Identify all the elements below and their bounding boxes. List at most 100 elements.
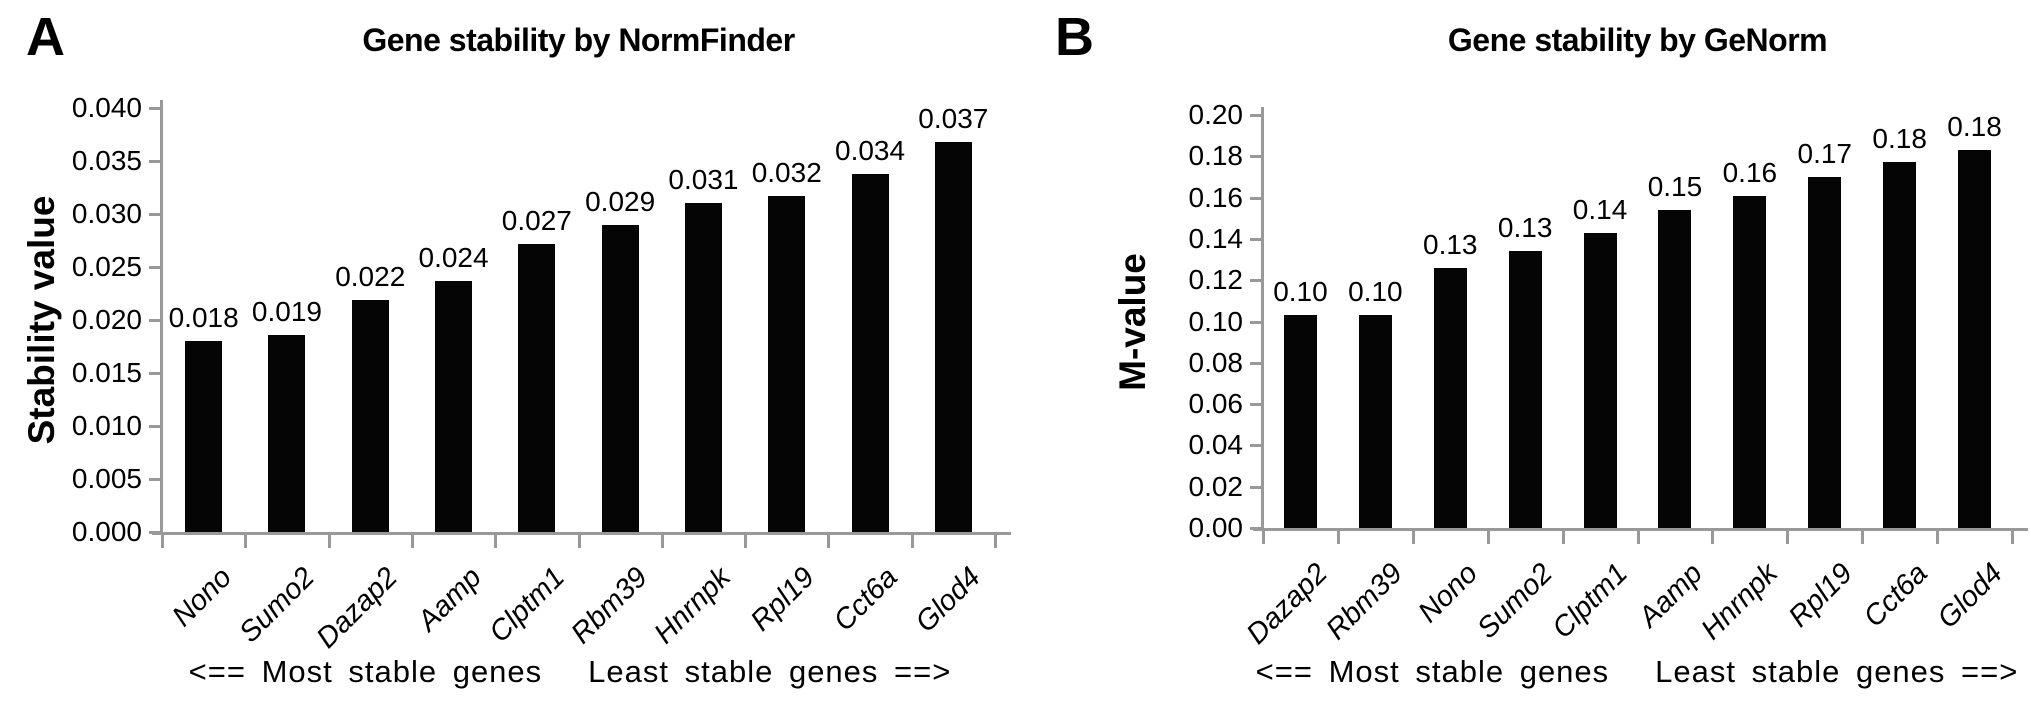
y-axis-tick-label: 0.14 <box>1188 222 1244 254</box>
x-axis-tick <box>1711 528 1715 544</box>
y-axis-tick <box>149 213 162 216</box>
bar-value-label: 0.018 <box>168 302 239 333</box>
y-axis-line <box>160 100 163 532</box>
y-axis-tick-label: 0.06 <box>1188 388 1244 420</box>
panel-b-letter: B <box>1055 7 1094 67</box>
chart-a-title: Gene stability by NormFinder <box>362 22 795 58</box>
bar <box>1359 315 1392 528</box>
bar-value-label: 0.024 <box>418 242 489 273</box>
y-axis-tick-label: 0.08 <box>1188 346 1244 378</box>
most-stable-genes-label: <== Most stable genes <box>1255 654 1610 689</box>
x-axis-tick <box>161 532 164 548</box>
y-axis-tick <box>1250 485 1263 489</box>
bar <box>685 203 722 532</box>
y-axis-tick-label: 0.020 <box>71 304 142 335</box>
y-axis-tick <box>1250 320 1263 324</box>
bar <box>1958 150 1991 528</box>
bar-value-label: 0.027 <box>501 205 572 236</box>
y-axis-tick-label: 0.00 <box>1188 512 1244 543</box>
x-axis-tick <box>910 532 914 548</box>
chart-b-x-axis-annotation: <== Most stable genes Least stable genes… <box>1187 654 2031 690</box>
y-axis-tick-label: 0.12 <box>1188 264 1244 296</box>
y-axis-tick <box>1250 403 1263 407</box>
chart-a-x-axis-annotation: <== Most stable genes Least stable genes… <box>120 654 1020 690</box>
x-axis-tick <box>494 532 498 548</box>
bar-value-label: 0.10 <box>1348 276 1403 307</box>
bar-value-label: 0.18 <box>1872 123 1927 154</box>
bar-value-label: 0.14 <box>1572 194 1628 225</box>
least-stable-genes-label: Least stable genes ==> <box>588 654 952 689</box>
bar <box>1284 315 1317 528</box>
y-axis-tick-label: 0.02 <box>1188 470 1244 502</box>
bar <box>1658 210 1691 528</box>
x-axis-tick <box>1786 528 1790 544</box>
bar-value-label: 0.13 <box>1497 212 1553 243</box>
y-axis-tick <box>1250 196 1263 200</box>
panel-a: A Gene stability by NormFinder Stability… <box>0 0 1015 712</box>
x-axis-tick <box>2011 528 2014 544</box>
x-axis-tick <box>1336 528 1340 544</box>
y-axis-tick <box>149 319 162 322</box>
x-axis-tick <box>660 532 664 548</box>
panel-a-letter: A <box>26 7 65 67</box>
x-axis-tick <box>1936 528 1940 544</box>
y-axis-tick <box>1250 279 1263 283</box>
x-axis-tick <box>1636 528 1640 544</box>
bar <box>1509 251 1542 528</box>
x-axis-tick <box>1486 528 1490 544</box>
bar-value-label: 0.10 <box>1273 276 1328 307</box>
y-axis-tick-label: 0.16 <box>1188 181 1244 213</box>
bar-value-label: 0.019 <box>251 296 322 327</box>
bar <box>518 244 555 532</box>
y-axis-tick <box>1250 114 1263 117</box>
bar <box>1584 233 1617 528</box>
bar-value-label: 0.034 <box>835 135 906 166</box>
y-axis-tick <box>149 266 162 269</box>
y-axis-tick <box>149 107 162 110</box>
x-axis-tick <box>1861 528 1865 544</box>
x-axis-line <box>152 532 1011 535</box>
y-axis-tick <box>149 372 162 375</box>
bar-value-label: 0.18 <box>1947 111 2002 142</box>
bar-value-label: 0.031 <box>668 164 739 195</box>
y-axis-tick-label: 0.015 <box>71 357 142 388</box>
bar <box>1808 177 1841 528</box>
y-axis-tick-label: 0.000 <box>71 516 142 547</box>
bar <box>435 281 472 532</box>
y-axis-tick-label: 0.040 <box>71 92 142 123</box>
x-axis-tick <box>1561 528 1565 544</box>
y-axis-tick <box>1250 361 1263 365</box>
bar-value-label: 0.15 <box>1647 171 1703 202</box>
bar <box>1883 162 1916 528</box>
y-axis-tick <box>149 160 162 163</box>
most-stable-genes-label: <== Most stable genes <box>188 654 543 689</box>
x-axis-tick <box>744 532 748 548</box>
bar <box>1434 268 1467 528</box>
bar <box>268 335 305 532</box>
y-axis-tick <box>1250 527 1263 530</box>
y-axis-tick-label: 0.030 <box>71 198 142 229</box>
chart-a-plot-area: 0.000 0.005 0.010 0.015 0.020 0.025 0.030 0.035… <box>72 92 1011 655</box>
bar <box>602 225 639 532</box>
y-axis-tick <box>1250 155 1263 159</box>
bar <box>935 142 972 532</box>
y-axis-tick-label: 0.20 <box>1188 99 1244 130</box>
x-axis-tick <box>410 532 414 548</box>
y-axis-tick-label: 0.010 <box>71 410 142 441</box>
y-axis-tick <box>149 425 162 428</box>
x-axis-tick <box>244 532 248 548</box>
y-axis-tick-label: 0.025 <box>71 251 142 282</box>
x-axis-tick <box>1411 528 1415 544</box>
y-axis-tick <box>1250 237 1263 241</box>
y-axis-tick-label: 0.035 <box>71 145 142 176</box>
y-axis-tick-label: 0.005 <box>71 463 142 494</box>
bar <box>185 341 222 532</box>
y-axis-tick <box>1250 444 1263 448</box>
bar-value-label: 0.022 <box>335 261 406 292</box>
bar-value-label: 0.032 <box>751 157 822 188</box>
x-axis-tick <box>994 532 997 548</box>
chart-b-plot-area: 0.00 0.02 0.04 0.06 0.08 0.10 0.12 0.14 0.16 0.18… <box>1189 99 2028 651</box>
x-axis-tick <box>577 532 581 548</box>
x-axis-line <box>1253 528 2028 531</box>
